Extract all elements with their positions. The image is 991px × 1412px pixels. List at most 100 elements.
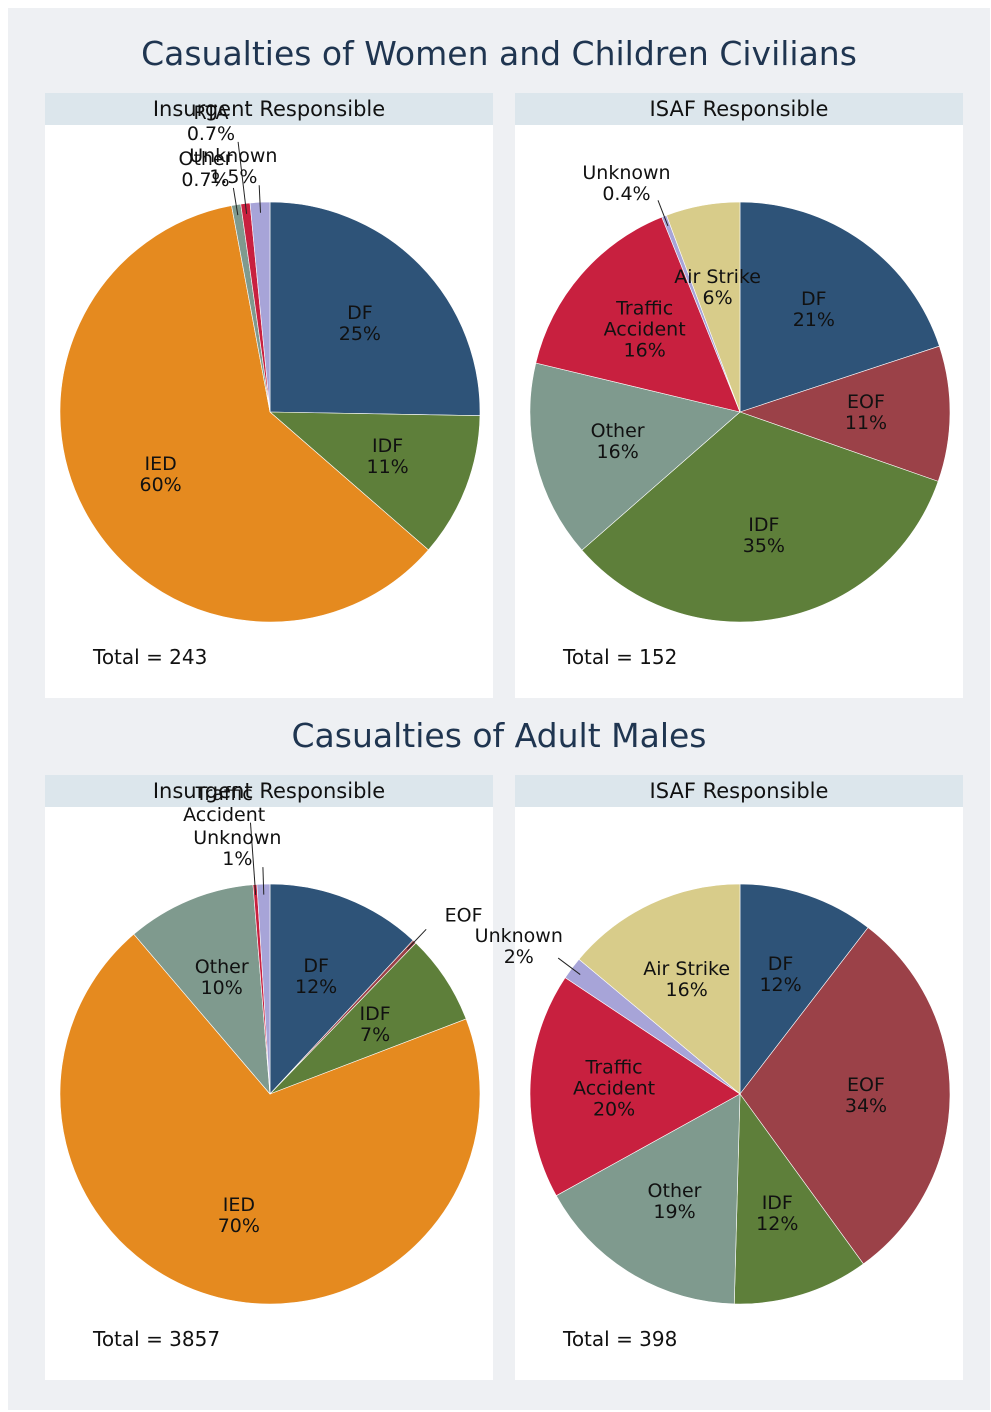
pie-slice	[529, 362, 741, 551]
category: IED	[222, 1194, 255, 1217]
value-label: 16%	[665, 978, 708, 1001]
slice-label: IDF 7%	[320, 1002, 430, 1046]
slice-label: Unknown 1.5%	[178, 146, 288, 188]
category: Unknown	[189, 145, 278, 168]
category: Traffic Accident	[603, 297, 686, 341]
pie-slice	[581, 411, 939, 623]
leader-line	[232, 187, 239, 216]
value-label: 6%	[702, 287, 733, 309]
slice-label: EOF 11%	[811, 392, 921, 434]
pie-slice	[133, 884, 271, 1095]
pie-slice	[739, 883, 869, 1095]
category: IDF	[359, 1002, 391, 1025]
leader-line	[258, 185, 261, 213]
category: Traffic Accident	[573, 1056, 656, 1100]
slice-label: IDF 12%	[722, 1193, 832, 1235]
pie-slice	[739, 927, 951, 1265]
pie-slice	[733, 1093, 864, 1305]
category: DF	[767, 952, 794, 975]
slice-label: DF 12%	[726, 952, 836, 996]
category: IED	[144, 452, 177, 475]
leader-line	[406, 928, 427, 950]
value-label: 34%	[844, 1094, 888, 1117]
value-label: 0.7%	[181, 169, 230, 192]
slice-label: Other 0.7%	[150, 149, 260, 191]
value-label: 0.7%	[186, 123, 236, 145]
slice-label: Unknown 0.4%	[571, 161, 681, 205]
leader-line	[262, 867, 265, 895]
value-label: 7%	[360, 1023, 391, 1046]
category: EOF	[444, 904, 483, 927]
slice-label: EOF 34%	[811, 1073, 921, 1117]
value-label: 12%	[294, 975, 338, 998]
slice-label: Traffic Accident 16%	[590, 298, 700, 361]
pie-slice	[739, 345, 951, 482]
pie-slice	[555, 1093, 741, 1305]
total-label: Total = 152	[563, 645, 678, 669]
leader-line	[557, 957, 581, 975]
panel-title: ISAF Responsible	[515, 775, 963, 807]
slice-label: Unknown 1%	[182, 828, 292, 870]
slice-label: Traffic Accident 20%	[559, 1057, 669, 1120]
value-label: 2%	[503, 946, 534, 969]
slice-label: Other 10%	[167, 955, 277, 999]
value-label: 11%	[366, 456, 409, 479]
slice-label: RTA 0.7%	[156, 103, 266, 145]
value-label: 70%	[217, 1215, 260, 1238]
leader-line	[249, 822, 257, 896]
category: DF	[347, 301, 373, 324]
heading: Casualties of Adult Males	[291, 716, 707, 755]
category: RTA	[193, 102, 229, 124]
category: Other	[647, 1179, 702, 1202]
pie-slice	[666, 201, 741, 413]
total-label: Total = 3857	[93, 1327, 221, 1351]
pie-slice	[59, 205, 429, 623]
slice-label: IDF 35%	[709, 513, 819, 557]
category: IDF	[372, 435, 404, 458]
slice-label: EOF	[409, 904, 519, 927]
category: EOF	[847, 391, 885, 414]
category: EOF	[847, 1073, 885, 1096]
slice-label: Air Strike 16%	[632, 958, 742, 1001]
slice-label: Other 16%	[563, 421, 673, 463]
value-label: 10%	[200, 976, 243, 999]
category: IDF	[761, 1192, 793, 1215]
panel-title: ISAF Responsible	[515, 93, 963, 125]
value-label: 1.5%	[209, 166, 258, 189]
total-label: Total = 243	[93, 645, 208, 669]
panel-title: Insurgent Responsible	[45, 93, 493, 125]
value-label: 60%	[139, 473, 182, 496]
pie-slice	[578, 883, 741, 1095]
value-label: 16%	[623, 339, 666, 362]
value-label: 25%	[338, 322, 381, 345]
value-label: 16%	[596, 441, 639, 464]
category: DF	[303, 954, 329, 977]
slice-label: Unknown 2%	[464, 926, 574, 968]
value-label: 20%	[592, 1098, 636, 1121]
value-label: 35%	[742, 534, 785, 557]
category: Other	[194, 955, 249, 978]
value-label: 19%	[653, 1200, 696, 1223]
pie-slice	[529, 977, 741, 1197]
value-label: 12%	[759, 973, 802, 996]
pie-slice	[739, 201, 940, 413]
category: Unknown	[474, 925, 563, 948]
pie-slice	[269, 201, 481, 416]
slice-label: IED 70%	[184, 1195, 294, 1237]
category: Air Strike	[674, 266, 761, 288]
slice-label: DF 12%	[261, 954, 371, 998]
total-label: Total = 398	[563, 1327, 678, 1351]
category: IDF	[748, 513, 780, 536]
category: Unknown	[193, 827, 282, 850]
leader-line	[657, 200, 669, 227]
slice-label: Traffic Accident	[169, 782, 279, 826]
leader-line	[237, 141, 248, 214]
slice-label: DF 21%	[759, 288, 869, 331]
slice-label: IDF 11%	[333, 436, 443, 478]
category: Traffic Accident	[183, 782, 266, 826]
value-label: 21%	[792, 308, 835, 331]
pie-slice	[269, 883, 414, 1095]
category: Unknown	[582, 161, 671, 184]
